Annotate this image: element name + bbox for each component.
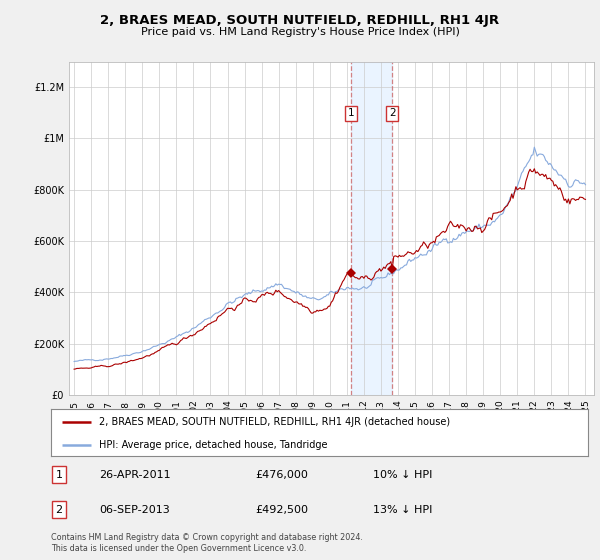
Text: 2, BRAES MEAD, SOUTH NUTFIELD, REDHILL, RH1 4JR (detached house): 2, BRAES MEAD, SOUTH NUTFIELD, REDHILL, … [100, 417, 451, 427]
Text: 2, BRAES MEAD, SOUTH NUTFIELD, REDHILL, RH1 4JR: 2, BRAES MEAD, SOUTH NUTFIELD, REDHILL, … [100, 14, 500, 27]
Text: 06-SEP-2013: 06-SEP-2013 [100, 505, 170, 515]
Text: Contains HM Land Registry data © Crown copyright and database right 2024.
This d: Contains HM Land Registry data © Crown c… [51, 533, 363, 553]
Text: 2: 2 [55, 505, 62, 515]
Text: £492,500: £492,500 [255, 505, 308, 515]
Text: 1: 1 [56, 470, 62, 479]
Text: 2: 2 [389, 108, 395, 118]
Text: 13% ↓ HPI: 13% ↓ HPI [373, 505, 433, 515]
Text: 26-APR-2011: 26-APR-2011 [100, 470, 171, 479]
Text: 1: 1 [348, 108, 355, 118]
Text: £476,000: £476,000 [255, 470, 308, 479]
Text: 10% ↓ HPI: 10% ↓ HPI [373, 470, 433, 479]
Text: HPI: Average price, detached house, Tandridge: HPI: Average price, detached house, Tand… [100, 440, 328, 450]
Text: Price paid vs. HM Land Registry's House Price Index (HPI): Price paid vs. HM Land Registry's House … [140, 27, 460, 37]
Bar [351, 62, 392, 395]
